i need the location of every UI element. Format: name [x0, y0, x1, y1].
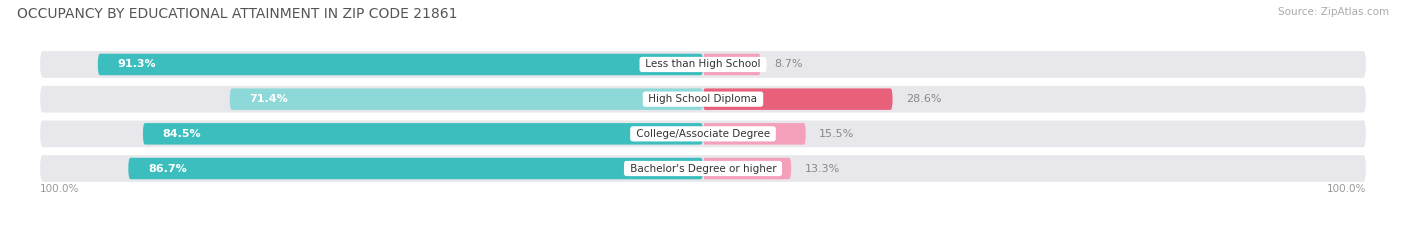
FancyBboxPatch shape	[703, 158, 792, 179]
Text: 100.0%: 100.0%	[1326, 184, 1365, 194]
Text: Less than High School: Less than High School	[643, 59, 763, 69]
Text: 86.7%: 86.7%	[148, 164, 187, 174]
FancyBboxPatch shape	[98, 54, 703, 75]
Text: 71.4%: 71.4%	[250, 94, 288, 104]
FancyBboxPatch shape	[41, 51, 1365, 78]
FancyBboxPatch shape	[41, 86, 1365, 113]
Text: 100.0%: 100.0%	[41, 184, 80, 194]
FancyBboxPatch shape	[41, 120, 1365, 147]
FancyBboxPatch shape	[229, 88, 703, 110]
FancyBboxPatch shape	[128, 158, 703, 179]
Text: 91.3%: 91.3%	[118, 59, 156, 69]
Text: College/Associate Degree: College/Associate Degree	[633, 129, 773, 139]
FancyBboxPatch shape	[703, 123, 806, 145]
Text: 8.7%: 8.7%	[773, 59, 803, 69]
FancyBboxPatch shape	[41, 155, 1365, 182]
Text: 28.6%: 28.6%	[905, 94, 942, 104]
Text: 15.5%: 15.5%	[818, 129, 855, 139]
FancyBboxPatch shape	[703, 54, 761, 75]
Text: Source: ZipAtlas.com: Source: ZipAtlas.com	[1278, 7, 1389, 17]
Text: 13.3%: 13.3%	[804, 164, 839, 174]
Text: 84.5%: 84.5%	[163, 129, 201, 139]
FancyBboxPatch shape	[703, 88, 893, 110]
Text: High School Diploma: High School Diploma	[645, 94, 761, 104]
Text: Bachelor's Degree or higher: Bachelor's Degree or higher	[627, 164, 779, 174]
Text: OCCUPANCY BY EDUCATIONAL ATTAINMENT IN ZIP CODE 21861: OCCUPANCY BY EDUCATIONAL ATTAINMENT IN Z…	[17, 7, 457, 21]
FancyBboxPatch shape	[143, 123, 703, 145]
